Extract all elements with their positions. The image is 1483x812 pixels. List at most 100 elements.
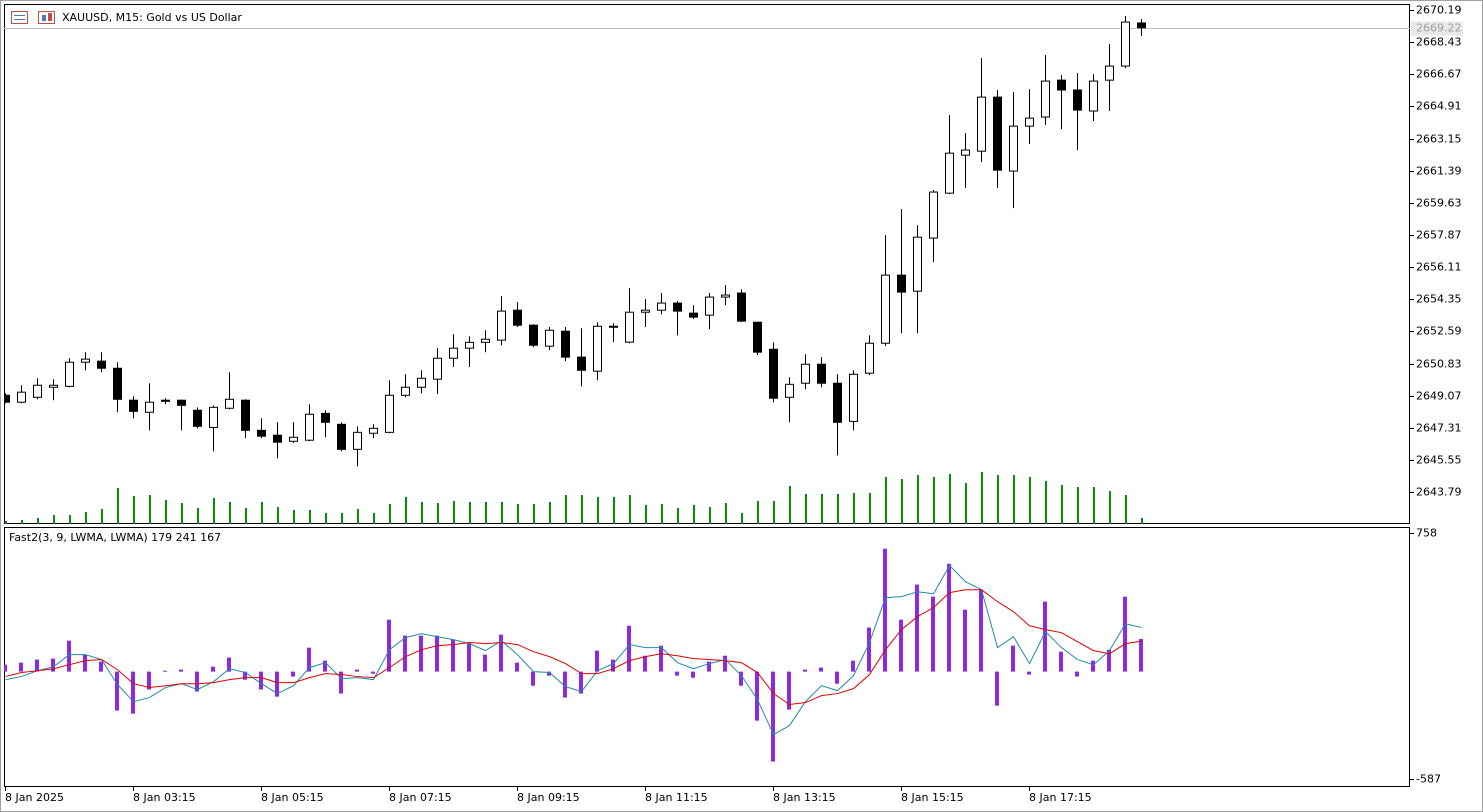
candle-body — [353, 431, 362, 450]
candle-body — [593, 325, 602, 372]
histogram-bar — [4, 664, 7, 672]
y-tick-label: 2657.87 — [1416, 229, 1462, 242]
candle-body — [81, 358, 90, 363]
candle-body — [641, 309, 650, 313]
candle-body — [369, 427, 378, 434]
indicator-plot — [4, 548, 1143, 762]
candle-body — [97, 360, 106, 369]
x-tick-label: 8 Jan 2025 — [5, 791, 64, 804]
histogram-bar — [643, 655, 647, 672]
volume-bar — [725, 503, 727, 524]
volume-bar — [741, 513, 743, 524]
histogram-bar — [419, 635, 423, 672]
candle-body — [577, 356, 586, 371]
histogram-bar — [243, 671, 247, 680]
candle-body — [4, 394, 10, 403]
x-tick-label: 8 Jan 11:15 — [645, 791, 708, 804]
volume-bar — [965, 483, 967, 524]
histogram-bar — [1139, 638, 1143, 672]
candle-body — [1089, 80, 1098, 112]
volume-bar — [837, 494, 839, 524]
histogram-bar — [483, 654, 487, 672]
candle-body — [817, 363, 826, 384]
volume-bar — [197, 508, 199, 524]
candle-body — [289, 436, 298, 442]
histogram-bar — [467, 642, 471, 672]
volume-bar — [293, 510, 295, 524]
candle-body — [465, 341, 474, 349]
histogram-bar — [371, 671, 375, 674]
candle-body — [65, 361, 74, 387]
candle-body — [769, 348, 778, 399]
y-tick-label: 2663.15 — [1416, 133, 1462, 146]
histogram-bar — [531, 671, 535, 686]
volume-bar — [277, 507, 279, 524]
histogram-bar — [899, 619, 903, 672]
candle-body — [865, 342, 874, 374]
volume-bar — [1061, 485, 1063, 524]
histogram-bar — [579, 671, 583, 694]
icon-chart[interactable] — [38, 11, 55, 24]
volume-bar — [21, 520, 23, 524]
histogram-bar — [1075, 671, 1079, 677]
candle-body — [657, 302, 666, 311]
candle-body — [225, 398, 234, 409]
volume-bar — [1093, 487, 1095, 524]
candle-body — [625, 311, 634, 343]
histogram-bar — [355, 669, 359, 672]
candle-body — [513, 309, 522, 326]
candle-body — [433, 357, 442, 380]
candle-body — [737, 292, 746, 322]
histogram-bar — [1059, 651, 1063, 672]
volume-bar — [101, 509, 103, 524]
candle-body — [1057, 79, 1066, 91]
candle-body — [1121, 21, 1130, 67]
histogram-bar — [819, 667, 823, 672]
y-tick-label: 2661.39 — [1416, 165, 1462, 178]
candle-body — [1137, 22, 1146, 29]
candle-body — [833, 382, 842, 423]
volume-bar — [117, 488, 119, 524]
histogram-bar — [787, 671, 791, 710]
candle-body — [497, 310, 506, 341]
histogram-bar — [515, 662, 519, 672]
candle-body — [145, 401, 154, 413]
volume-bar — [709, 507, 711, 524]
histogram-bar — [195, 671, 199, 692]
histogram-bar — [915, 584, 919, 672]
histogram-bar — [803, 669, 807, 672]
candle-body — [721, 294, 730, 298]
candle-body — [177, 399, 186, 406]
candle-body — [257, 429, 266, 437]
candle-body — [1041, 80, 1050, 118]
volume-bar — [1045, 481, 1047, 524]
candle-body — [753, 321, 762, 353]
volume-bar — [549, 502, 551, 524]
candle-body — [993, 96, 1002, 171]
volume-bar — [1125, 495, 1127, 524]
volume-bar — [245, 508, 247, 524]
histogram-bar — [99, 661, 103, 672]
histogram-bar — [755, 671, 759, 721]
candle-body — [273, 434, 282, 443]
axes: 2670.19 2668.43 2666.67 2664.91 2663.15 2661.… — [5, 4, 1463, 804]
candle-body — [945, 152, 954, 194]
y-tick-label: 758 — [1416, 527, 1437, 540]
volume-bar — [629, 495, 631, 524]
candle-body — [209, 406, 218, 428]
histogram-bar — [547, 671, 551, 676]
histogram-bar — [211, 666, 215, 672]
histogram-bar — [979, 589, 983, 672]
histogram-bar — [1027, 671, 1031, 675]
histogram-bar — [739, 671, 743, 686]
y-tick-label: 2654.35 — [1416, 293, 1462, 306]
icon-list[interactable] — [11, 11, 28, 24]
volume-bar — [773, 501, 775, 524]
y-tick-label: 2650.83 — [1416, 358, 1462, 371]
candle-body — [385, 394, 394, 433]
histogram-bar — [675, 671, 679, 676]
y-tick-label: 2649.07 — [1416, 390, 1462, 403]
histogram-bar — [323, 660, 327, 672]
candle-body — [961, 149, 970, 156]
